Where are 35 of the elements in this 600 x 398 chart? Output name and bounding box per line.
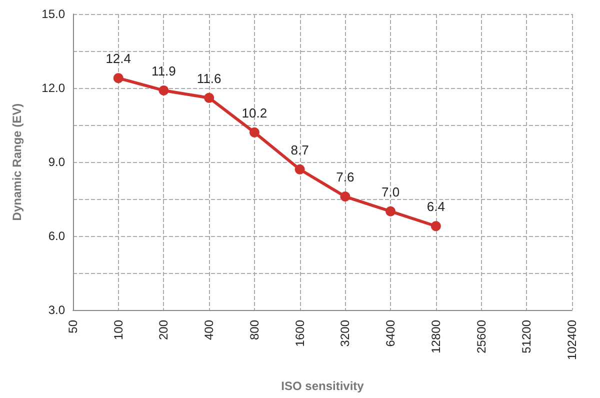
x-tick-label: 25600 [474, 320, 488, 354]
y-tick-label: 3.0 [48, 303, 66, 317]
text: 7.0 [382, 184, 400, 200]
y-tick-label: 15.0 [42, 7, 66, 21]
x-tick-label: 100 [111, 320, 126, 340]
x-tick-label: 50 [66, 320, 80, 334]
text: 12.4 [106, 51, 132, 66]
point [340, 192, 350, 202]
point [386, 206, 396, 216]
text: 7.6 [336, 170, 354, 185]
y-tick-label: 9.0 [48, 155, 66, 169]
point [158, 85, 169, 96]
x-tick-label: 6400 [384, 320, 398, 347]
point [294, 164, 305, 174]
y-tick-label: 12.0 [42, 81, 66, 95]
point [430, 221, 441, 232]
text: 10.2 [242, 105, 268, 120]
x-tick-label: 1600 [292, 320, 307, 347]
point [113, 73, 124, 84]
x-tick-label: 3200 [338, 320, 352, 347]
y-axis-title: Dynamic Range (EV) [10, 103, 24, 221]
x-tick-label: 400 [202, 320, 216, 340]
text: 6.4 [426, 199, 445, 214]
point [204, 92, 214, 103]
text: 11.6 [196, 70, 222, 86]
x-tick-label: 800 [247, 320, 262, 340]
x-tick-label: 51200 [520, 320, 534, 354]
y-tick-label: 6.0 [48, 229, 66, 243]
x-axis-title: ISO sensitivity [281, 379, 364, 393]
x-tick-label: 12800 [428, 320, 443, 354]
point [249, 127, 260, 138]
text: 11.9 [152, 63, 176, 78]
text: 8.7 [290, 142, 309, 158]
x-tick-label: 200 [156, 320, 171, 340]
x-tick-label: 102400 [565, 320, 579, 360]
